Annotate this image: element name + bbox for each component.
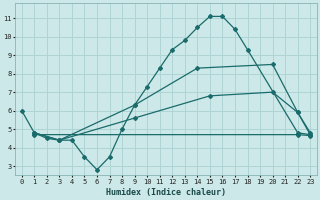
X-axis label: Humidex (Indice chaleur): Humidex (Indice chaleur): [106, 188, 226, 197]
